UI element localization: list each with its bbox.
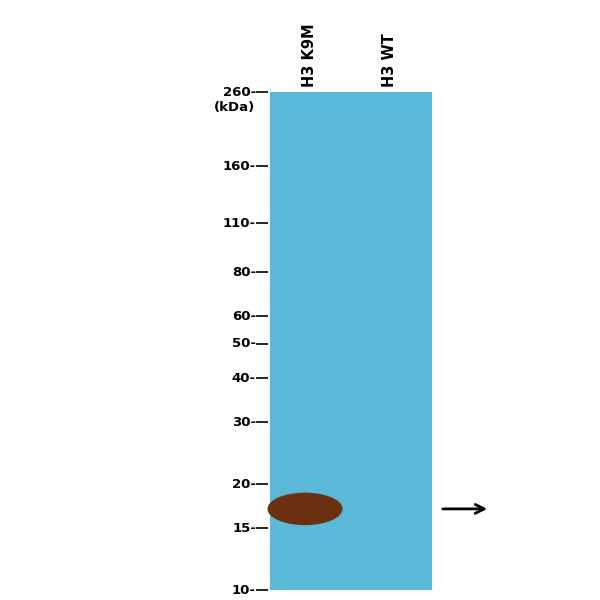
Text: 160-: 160- bbox=[223, 160, 256, 173]
Ellipse shape bbox=[268, 493, 343, 525]
Text: H3 K9M: H3 K9M bbox=[302, 23, 317, 87]
Text: 15-: 15- bbox=[232, 521, 256, 535]
Text: H3 WT: H3 WT bbox=[383, 33, 398, 87]
Text: 260-: 260- bbox=[223, 85, 256, 98]
Text: 40-: 40- bbox=[232, 371, 256, 385]
Text: 110-: 110- bbox=[223, 217, 256, 230]
Text: 80-: 80- bbox=[232, 266, 256, 278]
Text: 30-: 30- bbox=[232, 416, 256, 428]
Text: 60-: 60- bbox=[232, 310, 256, 323]
Text: (kDa): (kDa) bbox=[214, 101, 255, 115]
Text: 50-: 50- bbox=[232, 337, 256, 350]
Bar bbox=[270, 92, 432, 590]
Text: 20-: 20- bbox=[232, 478, 256, 491]
Text: 10-: 10- bbox=[232, 583, 256, 596]
